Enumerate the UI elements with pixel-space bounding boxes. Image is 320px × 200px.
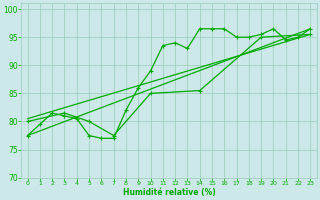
X-axis label: Humidité relative (%): Humidité relative (%) (123, 188, 215, 197)
